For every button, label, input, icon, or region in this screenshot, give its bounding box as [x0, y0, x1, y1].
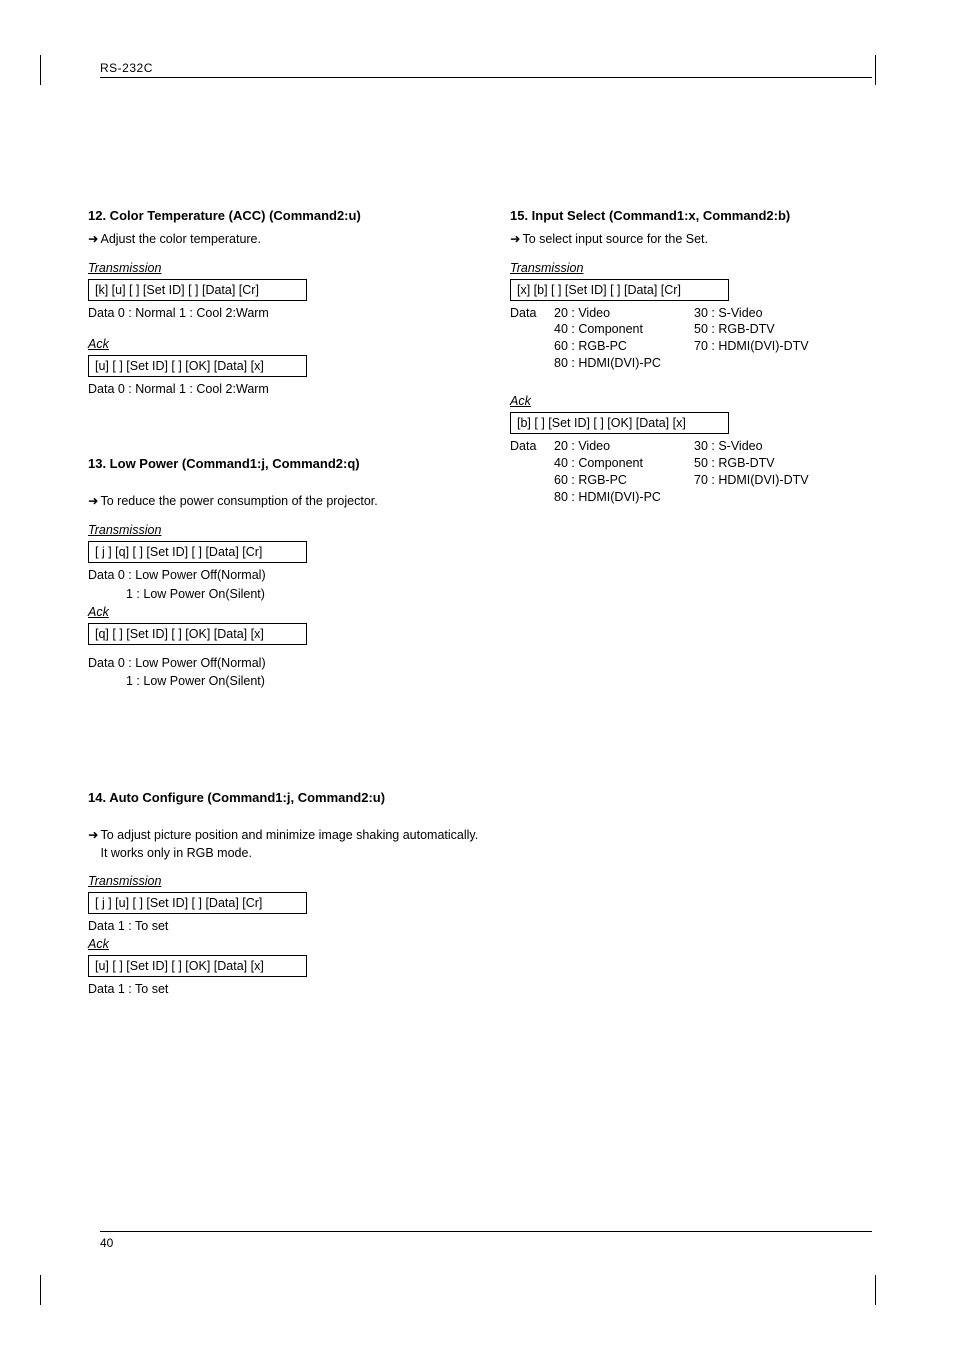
arrow-icon: ➜ [88, 231, 98, 249]
cmd-box: [u] [ ] [Set ID] [ ] [OK] [Data] [x] [88, 955, 307, 977]
ack-label: Ack [88, 937, 488, 951]
right-column: 15. Input Select (Command1:x, Command2:b… [510, 208, 910, 1054]
data-cell: 20 : Video [554, 438, 694, 455]
data-cell: 60 : RGB-PC [554, 338, 694, 355]
section-title: 15. Input Select (Command1:x, Command2:b… [510, 208, 910, 223]
data-cell: 60 : RGB-PC [554, 472, 694, 489]
crop-mark [869, 1275, 876, 1305]
section-desc: To reduce the power consumption of the p… [100, 493, 377, 511]
section-desc: To select input source for the Set. [522, 231, 708, 249]
data-cell: 70 : HDMI(DVI)-DTV [694, 472, 809, 489]
crop-mark [869, 55, 876, 85]
cmd-box: [u] [ ] [Set ID] [ ] [OK] [Data] [x] [88, 355, 307, 377]
section-title: 14. Auto Configure (Command1:j, Command2… [88, 790, 488, 805]
section-12: 12. Color Temperature (ACC) (Command2:u)… [88, 208, 488, 398]
crop-mark [40, 1275, 47, 1305]
transmission-label: Transmission [88, 523, 488, 537]
data-line: Data 0 : Normal 1 : Cool 2:Warm [88, 381, 488, 398]
transmission-label: Transmission [88, 874, 488, 888]
cmd-box: [k] [u] [ ] [Set ID] [ ] [Data] [Cr] [88, 279, 307, 301]
data-cell: 30 : S-Video [694, 305, 809, 322]
data-line: Data 0 : Low Power Off(Normal) [88, 567, 488, 584]
left-column: 12. Color Temperature (ACC) (Command2:u)… [88, 208, 488, 1054]
section-15: 15. Input Select (Command1:x, Command2:b… [510, 208, 910, 506]
cmd-box: [b] [ ] [Set ID] [ ] [OK] [Data] [x] [510, 412, 729, 434]
data-table: Data 20 : Video 40 : Component 60 : RGB-… [510, 305, 910, 373]
data-cell: 80 : HDMI(DVI)-PC [554, 355, 694, 372]
data-line: 1 : Low Power On(Silent) [88, 673, 488, 690]
section-14: 14. Auto Configure (Command1:j, Command2… [88, 790, 488, 998]
data-cell: 40 : Component [554, 321, 694, 338]
data-cell: 50 : RGB-DTV [694, 455, 809, 472]
data-line: Data 1 : To set [88, 918, 488, 935]
cmd-box: [x] [b] [ ] [Set ID] [ ] [Data] [Cr] [510, 279, 729, 301]
data-line: Data 0 : Normal 1 : Cool 2:Warm [88, 305, 488, 322]
section-title: 12. Color Temperature (ACC) (Command2:u) [88, 208, 488, 223]
ack-label: Ack [88, 337, 488, 351]
data-cell: 40 : Component [554, 455, 694, 472]
crop-mark [40, 55, 47, 85]
arrow-icon: ➜ [88, 493, 98, 511]
data-cell: 70 : HDMI(DVI)-DTV [694, 338, 809, 355]
data-label: Data [510, 305, 554, 373]
data-line: 1 : Low Power On(Silent) [88, 586, 488, 603]
data-cell: 30 : S-Video [694, 438, 809, 455]
page-number: 40 [100, 1236, 113, 1250]
data-cell: 50 : RGB-DTV [694, 321, 809, 338]
transmission-label: Transmission [88, 261, 488, 275]
data-line: Data 1 : To set [88, 981, 488, 998]
transmission-label: Transmission [510, 261, 910, 275]
arrow-icon: ➜ [88, 827, 98, 862]
section-title: 13. Low Power (Command1:j, Command2:q) [88, 456, 488, 471]
data-table: Data 20 : Video 40 : Component 60 : RGB-… [510, 438, 910, 506]
cmd-box: [ j ] [q] [ ] [Set ID] [ ] [Data] [Cr] [88, 541, 307, 563]
data-line: Data 0 : Low Power Off(Normal) [88, 655, 488, 672]
ack-label: Ack [510, 394, 910, 408]
cmd-box: [q] [ ] [Set ID] [ ] [OK] [Data] [x] [88, 623, 307, 645]
data-label: Data [510, 438, 554, 506]
arrow-icon: ➜ [510, 231, 520, 249]
section-desc: Adjust the color temperature. [100, 231, 261, 249]
ack-label: Ack [88, 605, 488, 619]
data-cell: 80 : HDMI(DVI)-PC [554, 489, 694, 506]
cmd-box: [ j ] [u] [ ] [Set ID] [ ] [Data] [Cr] [88, 892, 307, 914]
data-cell: 20 : Video [554, 305, 694, 322]
header-title: RS-232C [100, 61, 153, 75]
section-13: 13. Low Power (Command1:j, Command2:q) ➜… [88, 456, 488, 690]
section-desc: To adjust picture position and minimize … [100, 827, 488, 862]
